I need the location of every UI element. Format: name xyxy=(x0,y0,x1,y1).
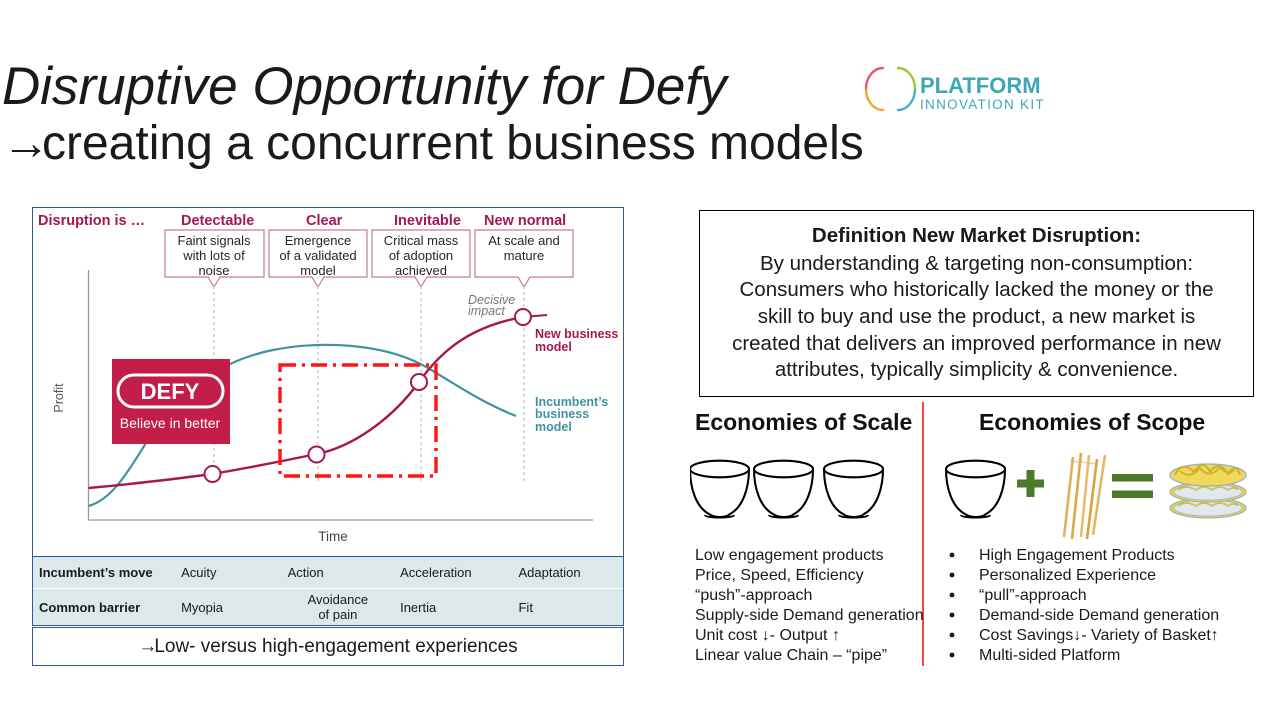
svg-text:model: model xyxy=(535,420,572,434)
svg-text:New business: New business xyxy=(535,327,618,341)
svg-text:Believe in better: Believe in better xyxy=(120,415,221,431)
svg-text:noise: noise xyxy=(198,263,229,278)
svg-text:Low engagement products: Low engagement products xyxy=(695,547,884,564)
svg-text:of adoption: of adoption xyxy=(389,248,453,263)
svg-text:DEFY: DEFY xyxy=(141,379,200,404)
svg-text:impact: impact xyxy=(468,304,505,318)
svg-text:Inevitable: Inevitable xyxy=(394,213,461,229)
svg-text:INNOVATION KIT: INNOVATION KIT xyxy=(920,97,1045,112)
svg-text:Clear: Clear xyxy=(306,213,343,229)
svg-text:Detectable: Detectable xyxy=(181,213,254,229)
svg-text:Multi-sided Platform: Multi-sided Platform xyxy=(979,647,1120,664)
svg-text:Faint signals: Faint signals xyxy=(178,233,251,248)
svg-text:business: business xyxy=(535,407,589,421)
svg-text:Personalized Experience: Personalized Experience xyxy=(979,567,1156,584)
svg-text:Demand-side Demand generation: Demand-side Demand generation xyxy=(979,607,1219,624)
svg-text:Linear value Chain – “pipe”: Linear value Chain – “pipe” xyxy=(695,647,887,664)
svg-text:“push”-approach: “push”-approach xyxy=(695,587,812,604)
svg-text:achieved: achieved xyxy=(395,263,447,278)
svg-text:Critical mass: Critical mass xyxy=(384,233,459,248)
svg-text:Profit: Profit xyxy=(52,383,66,413)
svg-text:New normal: New normal xyxy=(484,213,566,229)
svg-text:Time: Time xyxy=(318,529,348,544)
svg-text:Disruption is …: Disruption is … xyxy=(38,213,145,229)
svg-text:Supply-side Demand generation: Supply-side Demand generation xyxy=(695,607,924,624)
svg-text:Price, Speed, Efficiency: Price, Speed, Efficiency xyxy=(695,567,864,584)
svg-text:Economies of Scale: Economies of Scale xyxy=(695,409,912,435)
svg-text:Emergence: Emergence xyxy=(285,233,351,248)
svg-text:model: model xyxy=(535,340,572,354)
svg-text:mature: mature xyxy=(504,248,544,263)
svg-text:Economies of Scope: Economies of Scope xyxy=(979,409,1205,435)
svg-text:model: model xyxy=(300,263,336,278)
svg-text:“pull”-approach: “pull”-approach xyxy=(979,587,1087,604)
svg-text:High Engagement Products: High Engagement Products xyxy=(979,547,1175,564)
svg-text:At scale and: At scale and xyxy=(488,233,560,248)
svg-text:Cost Savings↓- Variety of Bask: Cost Savings↓- Variety of Basket↑ xyxy=(979,627,1219,644)
svg-text:Unit cost ↓- Output ↑: Unit cost ↓- Output ↑ xyxy=(695,627,840,644)
svg-text:of a validated: of a validated xyxy=(279,248,356,263)
svg-text:with lots of: with lots of xyxy=(182,248,245,263)
svg-text:PLATFORM: PLATFORM xyxy=(920,73,1041,98)
